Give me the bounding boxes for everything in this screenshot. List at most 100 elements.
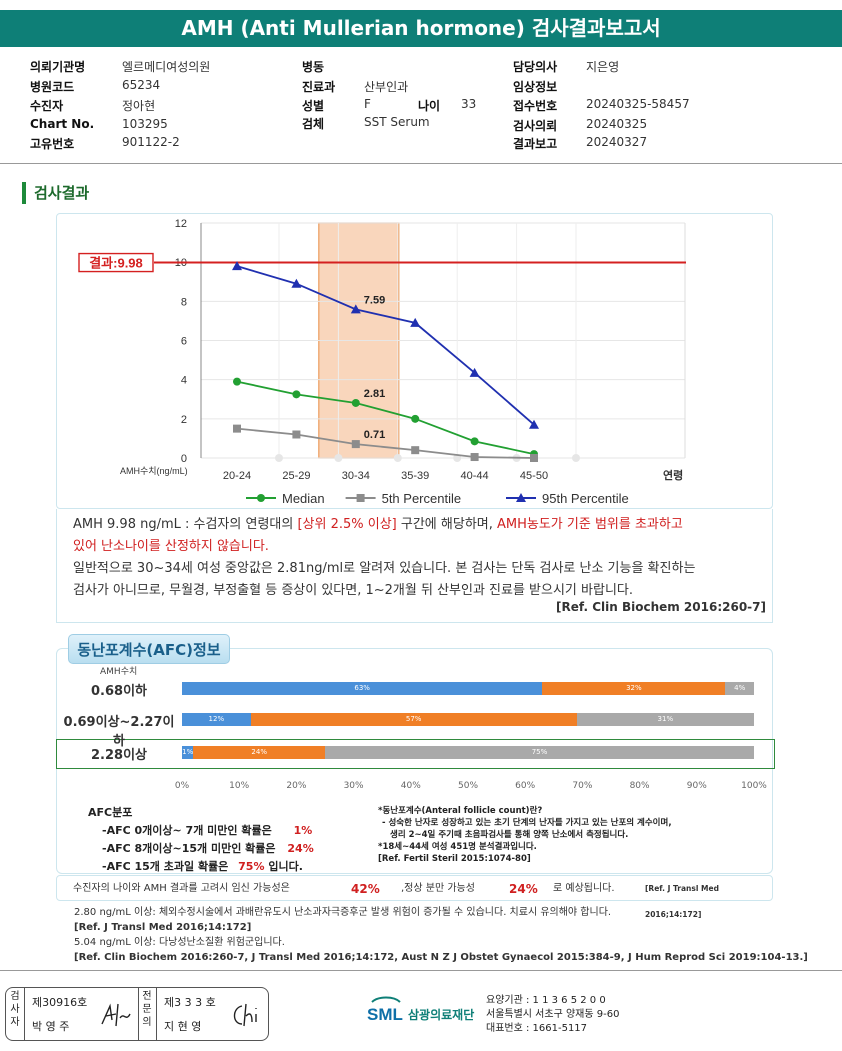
- examinee-label: 수진자: [30, 99, 64, 113]
- afc-column-head: AMH수치: [100, 667, 138, 677]
- interpretation-line-1: AMH 9.98 ng/mL : 수검자의 연령대의 [상위 2.5% 이상] …: [73, 514, 758, 536]
- afc-tick-label: 0%: [174, 781, 190, 791]
- afc-definition: *동난포계수(Anteral follicle count)란? - 성숙한 난…: [378, 805, 672, 865]
- note-2-ref: [Ref. Clin Biochem 2016:260-7, J Transl …: [74, 952, 808, 963]
- result-label-box: [78, 252, 154, 273]
- y-tick-label: 4: [181, 375, 187, 387]
- series-point: [411, 414, 420, 423]
- series-point: [233, 424, 241, 433]
- org-address: 서울특별시 서초구 양재동 9-60: [486, 1009, 620, 1020]
- org-code: 요양기관 : 1 1 3 6 5 2 0 0: [486, 995, 606, 1006]
- interp-percentile: [상위 2.5% 이상]: [297, 517, 397, 532]
- footer-divider: [0, 970, 842, 971]
- tester-license-no: 제30916호: [32, 996, 88, 1009]
- receipt-value: 20240325-58457: [586, 97, 690, 111]
- series-point: [410, 317, 421, 327]
- afc-tick-label: 40%: [400, 781, 421, 791]
- afc-tick-label: 90%: [686, 781, 707, 791]
- note-1: 2.80 ng/mL 이상: 체외수정시술에서 과배란유도시 난소과자극증후군 …: [74, 907, 612, 918]
- x-tick-label: 40-44: [461, 470, 489, 482]
- x-tick-dot: [572, 454, 580, 462]
- header-divider: [0, 163, 842, 164]
- afc-title: 동난포계수(AFC)정보: [68, 634, 230, 664]
- afc-dist-r3-text: -AFC 15개 초과일 확률은: [102, 860, 229, 873]
- sml-logo-text: SML: [367, 1005, 403, 1024]
- interpretation-line-2: 있어 난소나이를 산정하지 않습니다.: [73, 539, 269, 554]
- afc-tick-label: 60%: [515, 781, 536, 791]
- afc-stacked-bar: 12% 57% 31%: [182, 713, 754, 726]
- afc-stacked-bar: 63% 32% 4%: [182, 682, 754, 695]
- afc-bar-segment: 4%: [725, 682, 754, 695]
- afc-bar-segment: 31%: [576, 713, 754, 726]
- specimen-label: 검체: [302, 117, 325, 131]
- legend-label: Median: [282, 491, 325, 506]
- afc-def-1: *동난포계수(Anteral follicle count)란?: [378, 806, 543, 816]
- chart-no-value: 103295: [122, 117, 168, 131]
- institution-value: 엘르메디여성의원: [122, 60, 211, 74]
- afc-tick-label: 50%: [457, 781, 479, 791]
- doctor-label: 담당의사: [513, 60, 558, 74]
- series-point: [291, 278, 302, 288]
- y-tick-label: 12: [175, 218, 187, 230]
- legend-marker: [516, 493, 526, 502]
- afc-dist-row-1: -AFC 0개이상~ 7개 미만인 확률은 1%: [102, 822, 314, 840]
- interpretation-line-3: 일반적으로 30~34세 여성 중앙값은 2.81ng/ml로 알려져 있습니다…: [73, 561, 696, 576]
- series-point: [530, 454, 538, 462]
- organization-info: 요양기관 : 1 1 3 6 5 2 0 0 서울특별시 서초구 양재동 9-6…: [486, 994, 619, 1036]
- afc-tick-label: 10%: [229, 781, 250, 791]
- specialist-license-no: 제3 3 3 호: [164, 996, 216, 1009]
- tester-signature: [101, 1003, 131, 1027]
- department-label: 진료과: [302, 80, 336, 94]
- note-2: 5.04 ng/mL 이상: 다낭성난소질환 위험군입니다.: [74, 937, 285, 948]
- sign-divider-1: [24, 988, 25, 1040]
- tester-name: 박 영 주: [32, 1020, 70, 1033]
- hospital-code-value: 65234: [122, 78, 161, 92]
- series-point: [529, 419, 539, 429]
- ward-label: 병동: [302, 60, 325, 74]
- y-tick-label: 8: [181, 296, 187, 308]
- x-tick-label: 25-29: [282, 470, 310, 482]
- afc-bar-segment: 57%: [250, 713, 577, 726]
- tester-label: 검사자: [10, 991, 20, 1028]
- afc-dist-r2-text: -AFC 8개이상~15개 미만인 확률은: [102, 842, 276, 855]
- series-point: [411, 446, 420, 455]
- afc-tick-label: 30%: [343, 781, 364, 791]
- afc-def-5: [Ref. Fertil Steril 2015:1074-80]: [378, 854, 531, 864]
- department-value: 산부인과: [364, 80, 409, 94]
- sex-value: F: [364, 97, 371, 111]
- probability-box: 수진자의 나이와 AMH 결과를 고려시 임신 가능성은 42% ,정상 분만 …: [56, 875, 773, 919]
- afc-dist-r1-text: -AFC 0개이상~ 7개 미만인 확률은: [102, 824, 272, 837]
- prob-text-a: 수진자의 나이와 AMH 결과를 고려시 임신 가능성은: [73, 883, 290, 894]
- afc-def-2: - 성숙한 난자로 성장하고 있는 초기 단계의 난자를 가지고 있는 난포의 …: [382, 818, 672, 828]
- x-tick-dot: [393, 454, 402, 462]
- hospital-code-label: 병원코드: [30, 80, 75, 94]
- y-tick-label: 6: [181, 336, 187, 348]
- request-date-label: 검사의뢰: [513, 119, 558, 133]
- interpretation-ref: [Ref. Clin Biochem 2016:260-7]: [556, 600, 766, 614]
- chart-no-label: Chart No.: [30, 117, 95, 131]
- afc-dist-row-2: -AFC 8개이상~15개 미만인 확률은 24%: [102, 840, 314, 858]
- afc-bar-segment: 1%: [182, 746, 194, 759]
- interp-text-c: 구간에 해당하며,: [396, 517, 497, 532]
- org-phone: 대표번호 : 1661-5117: [486, 1023, 588, 1034]
- afc-distribution: AFC분포 -AFC 0개이상~ 7개 미만인 확률은 1% -AFC 8개이상…: [88, 804, 314, 876]
- data-label: 0.71: [364, 429, 385, 441]
- afc-bar-segment: 24%: [193, 746, 325, 759]
- organization-name: 삼광의료재단: [408, 1008, 475, 1022]
- age-value: 33: [461, 97, 477, 111]
- legend-marker: [257, 494, 265, 502]
- afc-dist-r3-suffix: 입니다.: [268, 860, 303, 873]
- specialist-name: 지 현 영: [164, 1020, 202, 1033]
- y-tick-label: 0: [181, 453, 187, 465]
- sml-logo: SML: [367, 996, 403, 1024]
- afc-dist-r2-value: 24%: [287, 842, 314, 855]
- legend-label: 5th Percentile: [382, 491, 462, 506]
- x-axis-unit: 연령: [663, 468, 683, 482]
- interpretation-panel: AMH 9.98 ng/mL : 수검자의 연령대의 [상위 2.5% 이상] …: [56, 509, 773, 623]
- series-line: [236, 265, 535, 426]
- afc-dist-title: AFC분포: [88, 806, 133, 819]
- series-point: [351, 398, 360, 407]
- unique-no-value: 901122-2: [122, 135, 180, 149]
- x-tick-label: 35-39: [401, 470, 429, 482]
- afc-def-3: 생리 2~4일 주기때 초음파검사를 통해 양쪽 난소에서 측정됩니다.: [390, 830, 629, 840]
